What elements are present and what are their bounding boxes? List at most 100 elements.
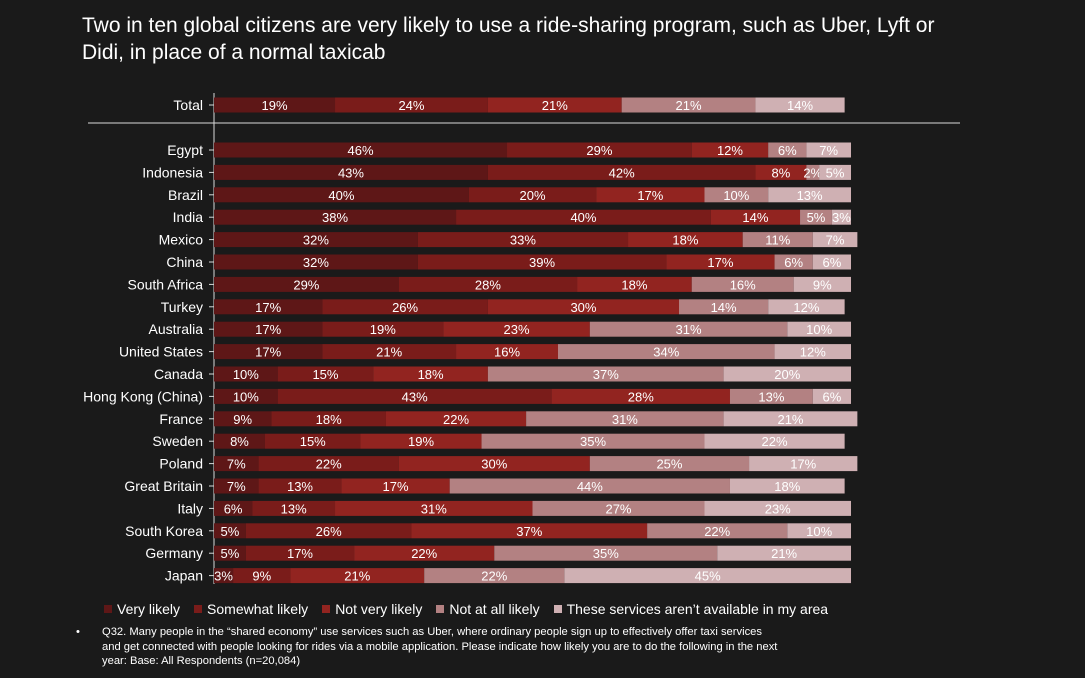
bar-segment: [214, 209, 457, 225]
data-label: 8%: [772, 165, 791, 180]
data-label: 40%: [328, 188, 354, 203]
bar-segment: [768, 187, 851, 203]
data-label: 37%: [516, 524, 542, 539]
bar-segment: [258, 478, 342, 494]
data-label: 6%: [784, 255, 803, 270]
bar-segment: [487, 97, 622, 113]
data-label: 31%: [612, 412, 638, 427]
legend-swatch: [436, 605, 445, 613]
category-label: Indonesia: [142, 164, 203, 180]
data-label: 40%: [570, 210, 596, 225]
bar-segment: [812, 254, 851, 270]
data-label: 21%: [344, 569, 370, 584]
data-label: 23%: [765, 501, 791, 516]
bar-segment: [691, 276, 794, 292]
bar-segment: [214, 164, 488, 180]
legend-label: Not at all likely: [449, 601, 540, 617]
data-label: 14%: [711, 300, 737, 315]
bar-segment: [214, 254, 418, 270]
data-label: 9%: [252, 569, 271, 584]
category-label: South Korea: [125, 523, 203, 539]
data-label: 6%: [778, 143, 797, 158]
data-label: 13%: [287, 479, 313, 494]
data-label: 17%: [637, 188, 663, 203]
category-label: Hong Kong (China): [83, 388, 203, 404]
data-label: 3%: [214, 569, 233, 584]
data-label: 26%: [316, 524, 342, 539]
bar-segment: [335, 97, 488, 113]
data-label: 27%: [605, 501, 631, 516]
data-label: 8%: [230, 434, 249, 449]
data-label: 21%: [676, 98, 702, 113]
category-label: Mexico: [159, 232, 204, 248]
data-label: 18%: [418, 367, 444, 382]
bar-segment: [449, 478, 730, 494]
legend-label: Not very likely: [335, 601, 423, 617]
category-label: Germany: [145, 545, 203, 561]
bar-segment: [532, 500, 705, 516]
data-label: 22%: [316, 457, 342, 472]
data-label: 10%: [723, 188, 749, 203]
bar-segment: [373, 366, 488, 382]
data-label: 10%: [806, 322, 832, 337]
data-label: 28%: [628, 389, 654, 404]
data-label: 22%: [762, 434, 788, 449]
data-label: 5%: [221, 546, 240, 561]
category-label: Poland: [159, 456, 203, 472]
legend-swatch: [322, 605, 331, 613]
data-label: 39%: [529, 255, 555, 270]
category-label: Australia: [149, 321, 204, 337]
bar-segment: [411, 523, 648, 539]
data-label: 23%: [504, 322, 530, 337]
bar-segment: [494, 545, 718, 561]
data-label: 10%: [233, 389, 259, 404]
bar-segment: [704, 433, 845, 449]
bar-segment: [385, 411, 527, 427]
legend-item: Not very likely: [322, 601, 422, 617]
data-label: 14%: [742, 210, 768, 225]
category-label: France: [159, 411, 203, 427]
bar-segment: [812, 388, 851, 404]
bar-segment: [487, 299, 680, 315]
data-label: 21%: [777, 412, 803, 427]
bar-segment: [723, 366, 851, 382]
data-label: 43%: [402, 389, 428, 404]
bar-segment: [398, 276, 578, 292]
data-label: 18%: [774, 479, 800, 494]
data-label: 19%: [261, 98, 287, 113]
data-label: 14%: [787, 98, 813, 113]
bar-segment: [710, 209, 801, 225]
category-label: Total: [173, 97, 203, 113]
category-label: Japan: [165, 568, 203, 584]
data-label: 7%: [819, 143, 838, 158]
bar-segment: [800, 209, 832, 225]
bar-segment: [245, 523, 412, 539]
bar-segment: [252, 500, 336, 516]
data-label: 7%: [227, 479, 246, 494]
bar-segment: [787, 523, 851, 539]
legend-swatch: [104, 605, 112, 613]
data-label: 32%: [303, 255, 329, 270]
bar-segment: [831, 209, 851, 225]
bar-segment: [456, 209, 711, 225]
bar-segment: [749, 456, 858, 472]
bar-segment: [806, 164, 820, 180]
footnote-bullet: •: [76, 626, 80, 638]
data-label: 21%: [771, 546, 797, 561]
category-label: India: [173, 209, 204, 225]
bar-segment: [589, 321, 788, 337]
data-label: 31%: [421, 501, 447, 516]
data-label: 16%: [730, 277, 756, 292]
bar-segment: [589, 456, 750, 472]
bar-segment: [264, 433, 361, 449]
data-label: 17%: [790, 457, 816, 472]
data-label: 29%: [293, 277, 319, 292]
data-label: 38%: [322, 210, 348, 225]
bar-segment: [704, 500, 851, 516]
bar-segment: [729, 388, 813, 404]
data-label: 12%: [800, 345, 826, 360]
bar-segment: [647, 523, 788, 539]
data-label: 35%: [593, 546, 619, 561]
data-label: 19%: [408, 434, 434, 449]
bar-segment: [214, 456, 259, 472]
